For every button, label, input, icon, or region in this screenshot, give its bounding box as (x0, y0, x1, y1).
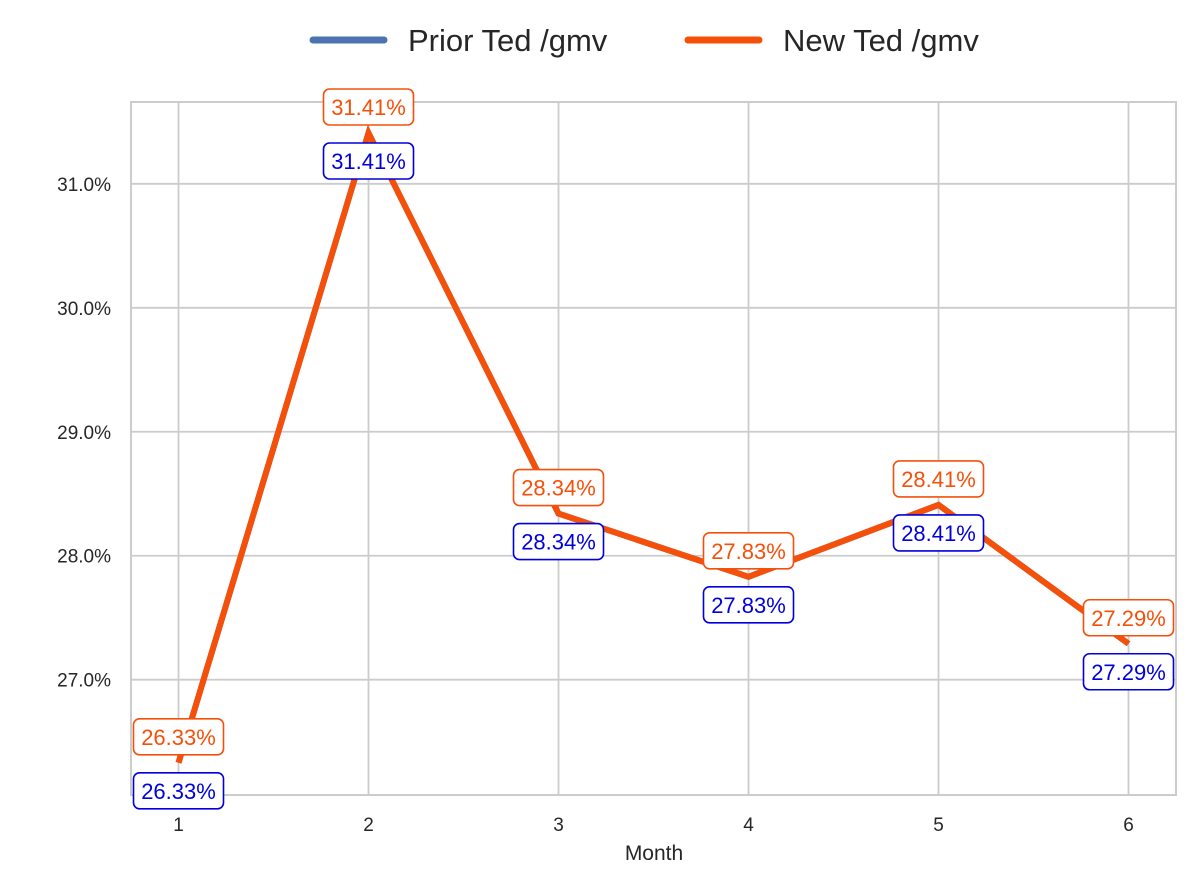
data-label-text: 28.41% (901, 467, 976, 492)
data-label-box (132, 717, 225, 756)
data-label-box (892, 460, 985, 498)
data-label-box (132, 771, 225, 810)
x-tick-label: 2 (363, 815, 374, 836)
data-label: 26.33% (132, 717, 225, 756)
data-label-box (322, 88, 415, 126)
plot-area-frame (130, 101, 1177, 796)
data-label: 28.34% (512, 522, 605, 561)
data-label: 28.41% (892, 460, 985, 498)
data-label: 31.41% (322, 142, 415, 180)
data-label: 28.41% (892, 514, 985, 552)
data-label-box (1082, 652, 1175, 691)
data-label: 28.34% (512, 468, 605, 507)
data-label-box (1082, 598, 1175, 637)
y-tick-label: 27.0% (57, 671, 111, 692)
legend-item: New Ted /gmv (684, 23, 979, 58)
series-line-2 (175, 124, 1131, 764)
y-tick-label: 29.0% (57, 423, 111, 444)
data-label-text: 26.33% (141, 725, 216, 750)
data-label-box (702, 532, 795, 570)
data-label: 27.83% (702, 532, 795, 570)
series-lines (175, 124, 1131, 764)
data-label-text: 27.29% (1091, 606, 1166, 631)
x-axis-ticks: 1 2 3 4 5 6 (173, 815, 1134, 836)
legend: Prior Ted /gmv New Ted /gmv (309, 23, 979, 58)
data-label: 26.33% (132, 771, 225, 810)
y-axis-ticks: 27.0% 28.0% 29.0% 30.0% 31.0% (57, 175, 111, 692)
data-label-text: 26.33% (141, 779, 216, 804)
data-label-text: 27.29% (1091, 660, 1166, 685)
legend-label: Prior Ted /gmv (408, 23, 608, 58)
series-line-1 (175, 124, 1131, 764)
grid-lines (131, 102, 1176, 795)
data-label-text: 28.34% (521, 530, 596, 555)
data-label-text: 27.83% (711, 593, 786, 618)
x-tick-label: 4 (743, 815, 754, 836)
data-label-box (512, 468, 605, 507)
data-label: 27.83% (702, 586, 795, 624)
data-label: 27.29% (1082, 652, 1175, 691)
data-label-text: 31.41% (331, 149, 406, 174)
legend-item: Prior Ted /gmv (309, 23, 608, 58)
data-label-box (702, 586, 795, 624)
x-tick-label: 6 (1123, 815, 1134, 836)
data-label-text: 31.41% (331, 95, 406, 120)
data-label-text: 27.83% (711, 539, 786, 564)
data-label-text: 28.41% (901, 521, 976, 546)
y-tick-label: 28.0% (57, 547, 111, 568)
data-label-box (322, 142, 415, 180)
data-label-text: 28.34% (521, 476, 596, 501)
y-tick-label: 31.0% (57, 175, 111, 196)
x-tick-label: 5 (933, 815, 944, 836)
legend-label: New Ted /gmv (783, 23, 979, 58)
y-tick-label: 30.0% (57, 299, 111, 320)
x-tick-label: 3 (553, 815, 564, 836)
x-tick-label: 1 (173, 815, 184, 836)
data-label-box (892, 514, 985, 552)
data-labels: 26.33% 31.41% 28.34% 27.83% 28.41% 27.29% 26.3… (132, 88, 1175, 810)
x-axis-label: Month (625, 842, 683, 865)
data-label-box (512, 522, 605, 561)
data-label: 27.29% (1082, 598, 1175, 637)
data-label: 31.41% (322, 88, 415, 126)
